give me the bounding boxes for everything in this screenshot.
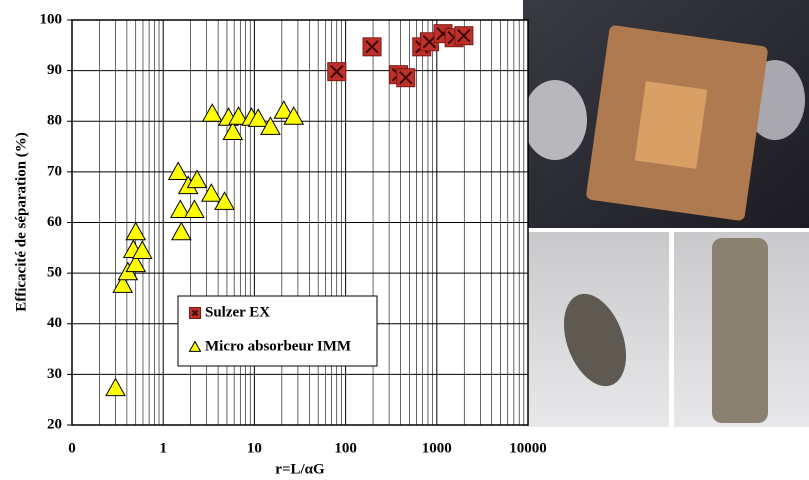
marker-cross: [365, 40, 379, 54]
y-axis-label: Efficacité de séparation (%): [13, 132, 29, 312]
photo-detail: [523, 80, 587, 160]
y-tick-label: 60: [47, 214, 62, 230]
legend-box: [177, 295, 378, 367]
marker: [186, 169, 208, 189]
marker: [273, 100, 295, 119]
marker: [170, 221, 192, 241]
marker: [125, 221, 147, 241]
marker: [131, 240, 153, 259]
marker: [112, 274, 134, 293]
marker: [260, 116, 281, 135]
y-tick-label: 100: [40, 11, 63, 27]
marker: [200, 183, 222, 202]
plot-border: [71, 19, 529, 426]
marker-cross: [399, 71, 413, 85]
marker: [214, 191, 235, 210]
x-tick-label: 1000: [422, 440, 452, 456]
marker: [105, 377, 126, 397]
photo-detail: [634, 81, 708, 169]
marker: [327, 62, 347, 82]
y-tick-label: 30: [47, 366, 62, 382]
photo-detail: [563, 293, 627, 387]
marker: [189, 307, 201, 319]
marker: [188, 340, 202, 352]
x-tick-label: 100: [334, 440, 357, 456]
x-tick-label: 10: [247, 440, 262, 456]
marker-cross: [330, 64, 344, 79]
legend: Sulzer EX Micro absorbeur IMM: [177, 295, 378, 367]
marker: [201, 103, 223, 122]
marker: [222, 121, 244, 140]
y-tick-label: 80: [47, 113, 62, 129]
legend-label: Micro absorbeur IMM: [205, 338, 351, 354]
y-tick-label: 40: [47, 315, 62, 331]
marker-cross: [191, 309, 199, 317]
marker: [454, 26, 474, 46]
marker: [228, 106, 249, 125]
x-tick-label: 1: [159, 440, 167, 456]
photos: [523, 0, 809, 427]
marker: [362, 37, 382, 57]
photo-detail: [712, 238, 768, 423]
plot: 0 1 10 100 1000 10000 20 30 40 50 60 70 80 90 100 Sulze…: [40, 11, 547, 456]
legend-label: Sulzer EX: [205, 304, 270, 320]
marker-cross: [457, 28, 471, 43]
marker: [283, 106, 305, 125]
y-tick-label: 90: [47, 62, 62, 78]
y-tick-label: 50: [47, 265, 62, 281]
marker: [396, 68, 416, 88]
marker-cross: [422, 35, 437, 49]
marker: [167, 161, 189, 180]
y-tick-label: 20: [47, 416, 62, 432]
x-axis-label: r=L/αG: [275, 461, 325, 477]
marker: [184, 199, 205, 218]
marker: [169, 199, 191, 218]
marker: [247, 108, 269, 127]
y-tick-label: 70: [47, 163, 62, 179]
marker: [125, 253, 147, 273]
x-tick-label: 10000: [509, 440, 547, 456]
x-tick-label: 0: [68, 440, 76, 456]
